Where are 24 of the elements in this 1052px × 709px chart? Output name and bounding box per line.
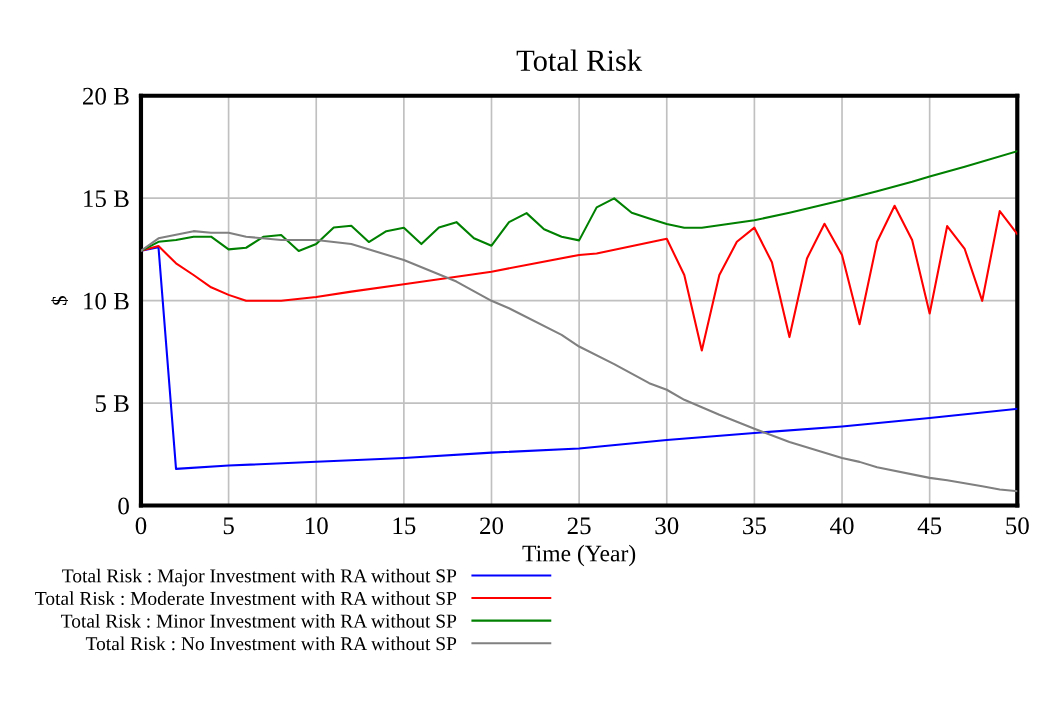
x-tick-label: 20 [480,517,504,535]
y-tick-label: 5 B [95,395,129,412]
x-tick-label: 15 [393,517,416,535]
y-tick-label: 20 B [83,87,129,105]
x-tick-label: 45 [917,517,942,535]
x-tick-label: 10 [305,517,328,535]
x-tick-label: 25 [567,517,591,535]
y-tick-label: 15 B [84,190,129,208]
y-tick-label: 10 B [84,292,129,310]
legend-label: Total Risk : Minor Investment with RA without SP [61,613,457,628]
x-tick-label: 35 [743,517,766,535]
legend-label: Total Risk : Moderate Investment with RA without SP [35,591,457,606]
x-tick-label: 5 [223,517,234,535]
legend-label: Total Risk : Major Investment with RA without SP [62,568,457,587]
x-tick-label: 30 [655,517,679,535]
x-tick-label: 0 [135,517,147,535]
line-series [140,150,1018,253]
legend-label: Total Risk : No Investment with RA without SP [85,636,457,651]
x-axis-title: Time (Year) [522,544,636,567]
x-tick-label: 40 [830,517,854,535]
y-axis-title: $ [51,296,68,305]
x-tick-label: 50 [1006,517,1029,535]
y-tick-label: 0 [118,497,129,515]
chart-title: Total Risk [516,49,643,72]
